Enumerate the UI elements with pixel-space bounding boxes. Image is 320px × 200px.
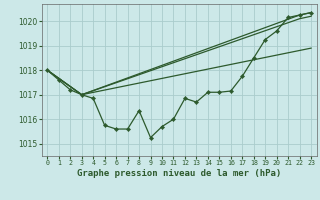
X-axis label: Graphe pression niveau de la mer (hPa): Graphe pression niveau de la mer (hPa)	[77, 169, 281, 178]
